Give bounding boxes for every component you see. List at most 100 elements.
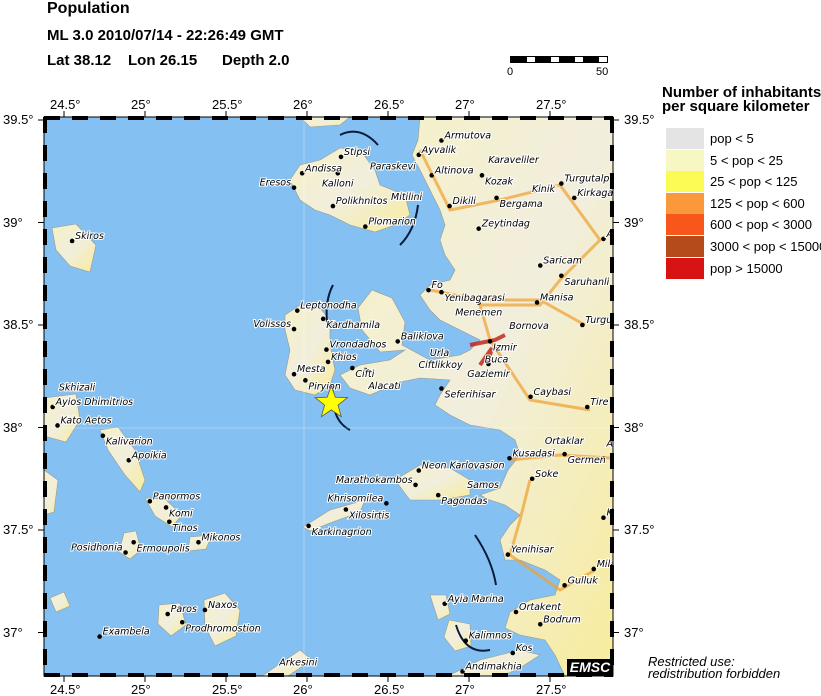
usage-note: Restricted use: redistribution forbidden	[648, 655, 780, 680]
legend-item: pop < 5	[666, 128, 821, 149]
town-label: Mitilini	[391, 192, 423, 203]
town-marker	[591, 566, 597, 572]
town-label: Komi	[169, 508, 193, 519]
land-andros	[99, 426, 146, 493]
town-marker	[601, 515, 606, 520]
scale-bar	[510, 56, 608, 63]
town-marker	[510, 650, 516, 656]
land-kos	[447, 649, 541, 676]
town-label: Skhizali	[59, 383, 96, 394]
town-marker	[196, 540, 201, 545]
town-marker	[559, 273, 564, 279]
town-marker	[562, 451, 567, 457]
town-label: Soke	[535, 469, 558, 480]
land-leros	[429, 594, 451, 621]
town-marker	[537, 622, 543, 627]
town-marker	[442, 601, 448, 607]
emsc-logo: EMSC	[567, 659, 613, 676]
town-marker	[291, 326, 297, 332]
town-marker	[97, 634, 102, 639]
town-marker	[179, 619, 185, 625]
town-label: Kato Aetos	[61, 415, 112, 426]
lon-tick-label-top: 25°	[131, 97, 151, 112]
town-label: Ayios Dhimitrios	[55, 397, 133, 408]
town-label: Posidhonia	[71, 543, 123, 554]
lat-tick-label-left: 38.5°	[3, 317, 34, 332]
scale-end: 50	[596, 66, 609, 78]
axis-ticks	[38, 111, 619, 682]
lon-tick-label-top: 24.5°	[50, 97, 81, 112]
town-marker	[126, 458, 132, 463]
town-marker	[324, 347, 329, 352]
town-marker	[306, 523, 311, 529]
town-marker	[584, 404, 590, 410]
land-ikaria	[302, 499, 366, 532]
town-label: Vrondadhos	[329, 340, 386, 351]
town-marker	[384, 501, 389, 506]
population-density-corridors	[418, 149, 611, 592]
urban-area-izmir	[469, 333, 506, 367]
map-title: Population	[47, 0, 130, 17]
town-marker	[303, 378, 308, 383]
town-label: Saruhanli	[564, 277, 609, 288]
legend-title: Number of inhabitants per square kilomet…	[662, 85, 821, 114]
town-marker	[55, 423, 60, 428]
legend-swatch	[666, 149, 704, 171]
town-marker	[534, 300, 540, 305]
lon-tick-label-bottom: 25°	[131, 682, 151, 696]
town-label: Andimakhia	[465, 661, 522, 672]
town-label: Ko	[606, 508, 618, 519]
legend-label: 3000 < pop < 15000	[710, 239, 821, 254]
town-label: Ayvalik	[421, 145, 457, 156]
town-label: Khios	[331, 352, 357, 363]
town-label: Paros	[171, 604, 197, 615]
town-label: Gaziemir	[467, 369, 511, 380]
town-marker	[494, 195, 499, 201]
lon-tick-label-top: 26°	[293, 97, 313, 112]
town-marker	[363, 224, 368, 229]
lat-tick-label-right: 37.5°	[624, 522, 655, 537]
land-paros	[157, 602, 187, 637]
town-label: Paraskevi	[370, 161, 416, 172]
lat-tick-label-right: 38°	[624, 419, 644, 435]
legend-label: pop > 15000	[710, 260, 783, 276]
lat-tick-label-right: 37°	[624, 624, 644, 640]
legend-item: 3000 < pop < 15000	[666, 236, 821, 257]
land-amorgos	[261, 649, 313, 676]
town-marker	[460, 669, 465, 674]
town-label: Kusadasi	[513, 448, 556, 459]
frame-dashes	[43, 116, 614, 677]
lat-tick-label-left: 37.5°	[3, 522, 34, 537]
town-label: Ayia Marina	[447, 594, 504, 605]
town-marker	[507, 455, 512, 461]
legend-swatch	[666, 171, 704, 193]
land-areas	[44, 117, 613, 676]
town-label: Andissa	[304, 163, 342, 174]
town-label: Bodrum	[543, 614, 581, 625]
town-label: Prodhromostion	[185, 623, 260, 634]
town-label: Mila	[597, 559, 616, 570]
town-marker	[338, 154, 344, 160]
legend-swatch	[666, 128, 704, 149]
lat-tick-label-right: 39.5°	[624, 112, 655, 127]
town-marker	[69, 238, 75, 244]
town-label: Piryion	[308, 381, 340, 392]
epicenter-star-icon[interactable]	[313, 384, 349, 418]
town-label: Turgutalp	[564, 174, 609, 185]
town-label: Armutova	[443, 131, 491, 142]
town-label: Yenihisar	[511, 545, 555, 556]
legend-item: 25 < pop < 125	[666, 171, 821, 193]
town-label: Kalimnos	[469, 631, 512, 642]
legend-label: 25 < pop < 125	[710, 174, 798, 190]
town-label: Volissos	[253, 319, 291, 330]
town-label: Bornova	[509, 321, 549, 332]
town-marker	[100, 433, 106, 439]
town-label-layer: Armutova Ayvalik Altinova Karaveliler Kozak D…	[54, 130, 618, 674]
town-label: Karaveliler	[488, 155, 540, 166]
land-lesvos	[289, 147, 411, 233]
town-marker	[562, 583, 567, 588]
town-marker	[529, 476, 535, 482]
town-marker	[479, 173, 485, 178]
legend-item: pop > 15000	[666, 257, 821, 279]
town-label: Polikhnitos	[336, 196, 388, 207]
